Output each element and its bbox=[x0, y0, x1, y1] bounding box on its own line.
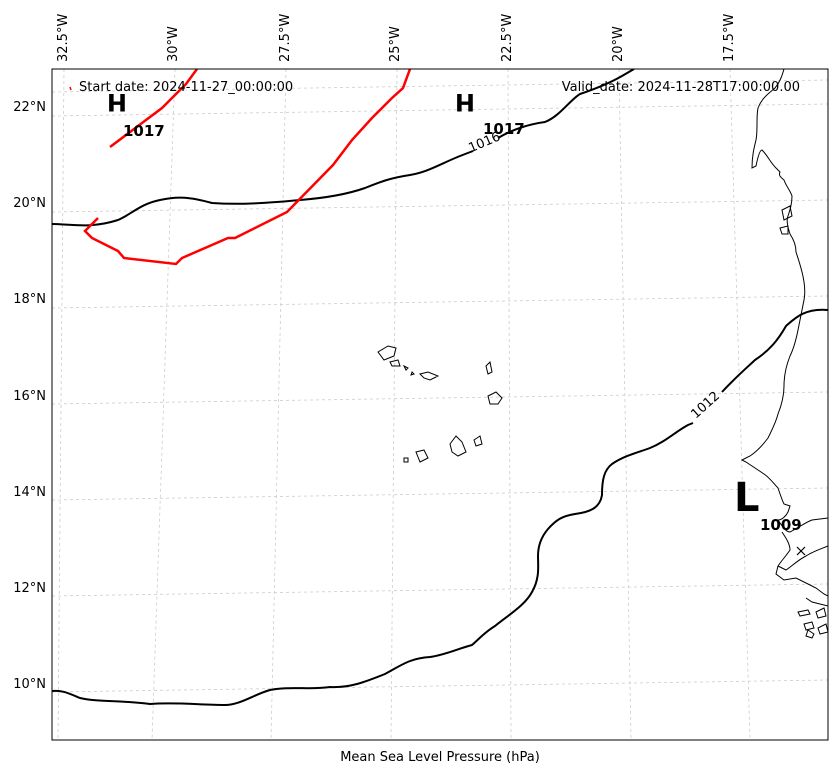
isobar-label-1012: 1012 bbox=[688, 389, 723, 422]
lon-tick-labels: 32.5°W 30°W 27.5°W 25°W 22.5°W 20°W 17.5… bbox=[56, 14, 737, 62]
lat-tick-label: 18°N bbox=[13, 292, 46, 307]
lat-tick-label: 10°N bbox=[13, 677, 46, 692]
lat-tick-label: 16°N bbox=[13, 389, 46, 404]
isobar-1016 bbox=[52, 69, 635, 227]
lat-tick-label: 22°N bbox=[13, 100, 46, 115]
lon-tick-label: 17.5°W bbox=[722, 14, 737, 62]
lon-tick-label: 20°W bbox=[611, 26, 626, 62]
graticule bbox=[52, 69, 828, 740]
low-center-marker bbox=[796, 546, 806, 556]
lat-tick-label: 14°N bbox=[13, 485, 46, 500]
cape-verde-islands bbox=[377, 345, 503, 463]
lon-tick-label: 30°W bbox=[166, 26, 181, 62]
track-legend-swatch bbox=[69, 86, 72, 91]
map-frame bbox=[51, 68, 829, 741]
small-islands bbox=[779, 205, 793, 235]
lat-tick-label: 20°N bbox=[13, 196, 46, 211]
track-line bbox=[83, 69, 412, 266]
coastal-islands bbox=[797, 607, 828, 639]
start-date-label: Start date: 2024-11-27_00:00:00 bbox=[79, 80, 293, 95]
valid-date-label: Valid_date: 2024-11-28T17:00:00.00 bbox=[562, 80, 800, 95]
x-axis-label: Mean Sea Level Pressure (hPa) bbox=[340, 750, 540, 765]
low-symbol: L bbox=[734, 475, 760, 521]
high-symbol: H bbox=[107, 88, 127, 116]
lon-tick-label: 25°W bbox=[388, 26, 403, 62]
low-value: 1009 bbox=[760, 516, 802, 534]
lat-tick-label: 12°N bbox=[13, 581, 46, 596]
lon-tick-label: 32.5°W bbox=[56, 14, 71, 62]
lon-tick-label: 27.5°W bbox=[278, 14, 293, 62]
high-symbol: H bbox=[455, 88, 475, 116]
high-value: 1017 bbox=[123, 122, 165, 140]
isobar-1012 bbox=[52, 308, 828, 707]
high-value: 1017 bbox=[483, 120, 525, 138]
lon-tick-label: 22.5°W bbox=[500, 14, 515, 62]
lat-tick-labels: 22°N 20°N 18°N 16°N 14°N 12°N 10°N bbox=[13, 100, 46, 692]
coastline-africa bbox=[740, 69, 828, 607]
